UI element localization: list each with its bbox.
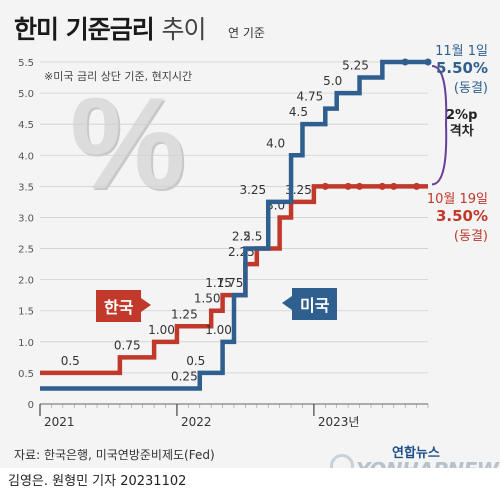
x-tick-label: 2021 [44,415,75,429]
data-label: 4.5 [289,105,308,119]
us-annotation: 11월 1일 5.50% (동결) [418,40,488,96]
data-label: 0.5 [186,354,205,368]
y-tick-label: 0.5 [18,369,34,380]
hold-marker [424,58,432,66]
y-tick-label: 1.5 [18,307,34,318]
data-label: 1.75 [205,276,232,290]
y-tick-label: 4.5 [18,120,34,131]
data-label: 1.50 [194,292,221,306]
y-tick-label: 0 [28,400,34,411]
data-label: 1.75 [217,276,244,290]
hold-marker [413,182,421,190]
data-label: 4.75 [297,90,324,104]
data-label: 4.0 [266,136,285,150]
x-tick-label: 2023년 [318,415,360,429]
credit-line: 김영은. 원형민 기자 20231102 [0,468,500,495]
us-date: 11월 1일 [435,44,488,59]
logo-korean: 연합뉴스 [392,446,440,461]
gap-text: 격차 [449,124,474,139]
data-label: 3.25 [239,183,266,197]
chart-title: 한미 기준금리 추이 [14,10,206,46]
data-label: 2.5 [232,230,251,244]
unit-note: 연 기준 [228,26,265,40]
data-label: 5.0 [323,74,342,88]
data-label: 1.25 [171,307,198,321]
data-label: 1.00 [205,323,232,337]
korea-annotation: 10월 19일 3.50% (동결) [414,188,488,244]
us-status: (동결) [453,81,488,96]
us-value: 5.50% [435,59,488,77]
hold-marker [390,182,398,190]
data-label: 0.75 [114,338,141,352]
korea-status: (동결) [453,229,488,244]
x-tick-label: 2022 [181,415,212,429]
y-tick-label: 2.0 [18,276,34,287]
hold-marker [378,182,386,190]
title-main: 한미 기준금리 [14,15,155,44]
y-tick-label: 4.0 [18,151,34,162]
gap-value: 2%p [446,108,478,123]
korea-value: 3.50% [435,207,488,225]
data-label: 0.25 [171,369,198,383]
hold-marker [344,182,352,190]
data-label: 1.00 [148,323,175,337]
korea-date: 10월 19일 [426,192,488,207]
y-tick-label: 3.0 [18,213,34,224]
us-rate-line [40,59,428,391]
gap-label: 2%p 격차 [446,108,477,140]
y-tick-label: 5.5 [18,58,34,69]
title-suffix: 추이 [161,15,206,44]
y-tick-label: 3.5 [18,182,34,193]
data-label: 2.5 [243,230,262,244]
source-note: 자료: 한국은행, 미국연방준비제도(Fed) [14,448,215,462]
hold-marker [321,182,329,190]
hold-marker [356,182,364,190]
data-label: 5.25 [342,59,369,73]
korea-callout: 한국 [96,290,153,322]
us-callout: 미국 [281,288,338,320]
y-tick-label: 1.0 [18,338,34,349]
hold-marker [401,58,409,66]
gap-bracket [431,65,448,186]
y-tick-label: 2.5 [18,245,34,256]
y-tick-label: 5.0 [18,89,34,100]
data-label: 0.5 [61,354,80,368]
footnote: ※미국 금리 상단 기준, 현지시간 [44,70,193,83]
